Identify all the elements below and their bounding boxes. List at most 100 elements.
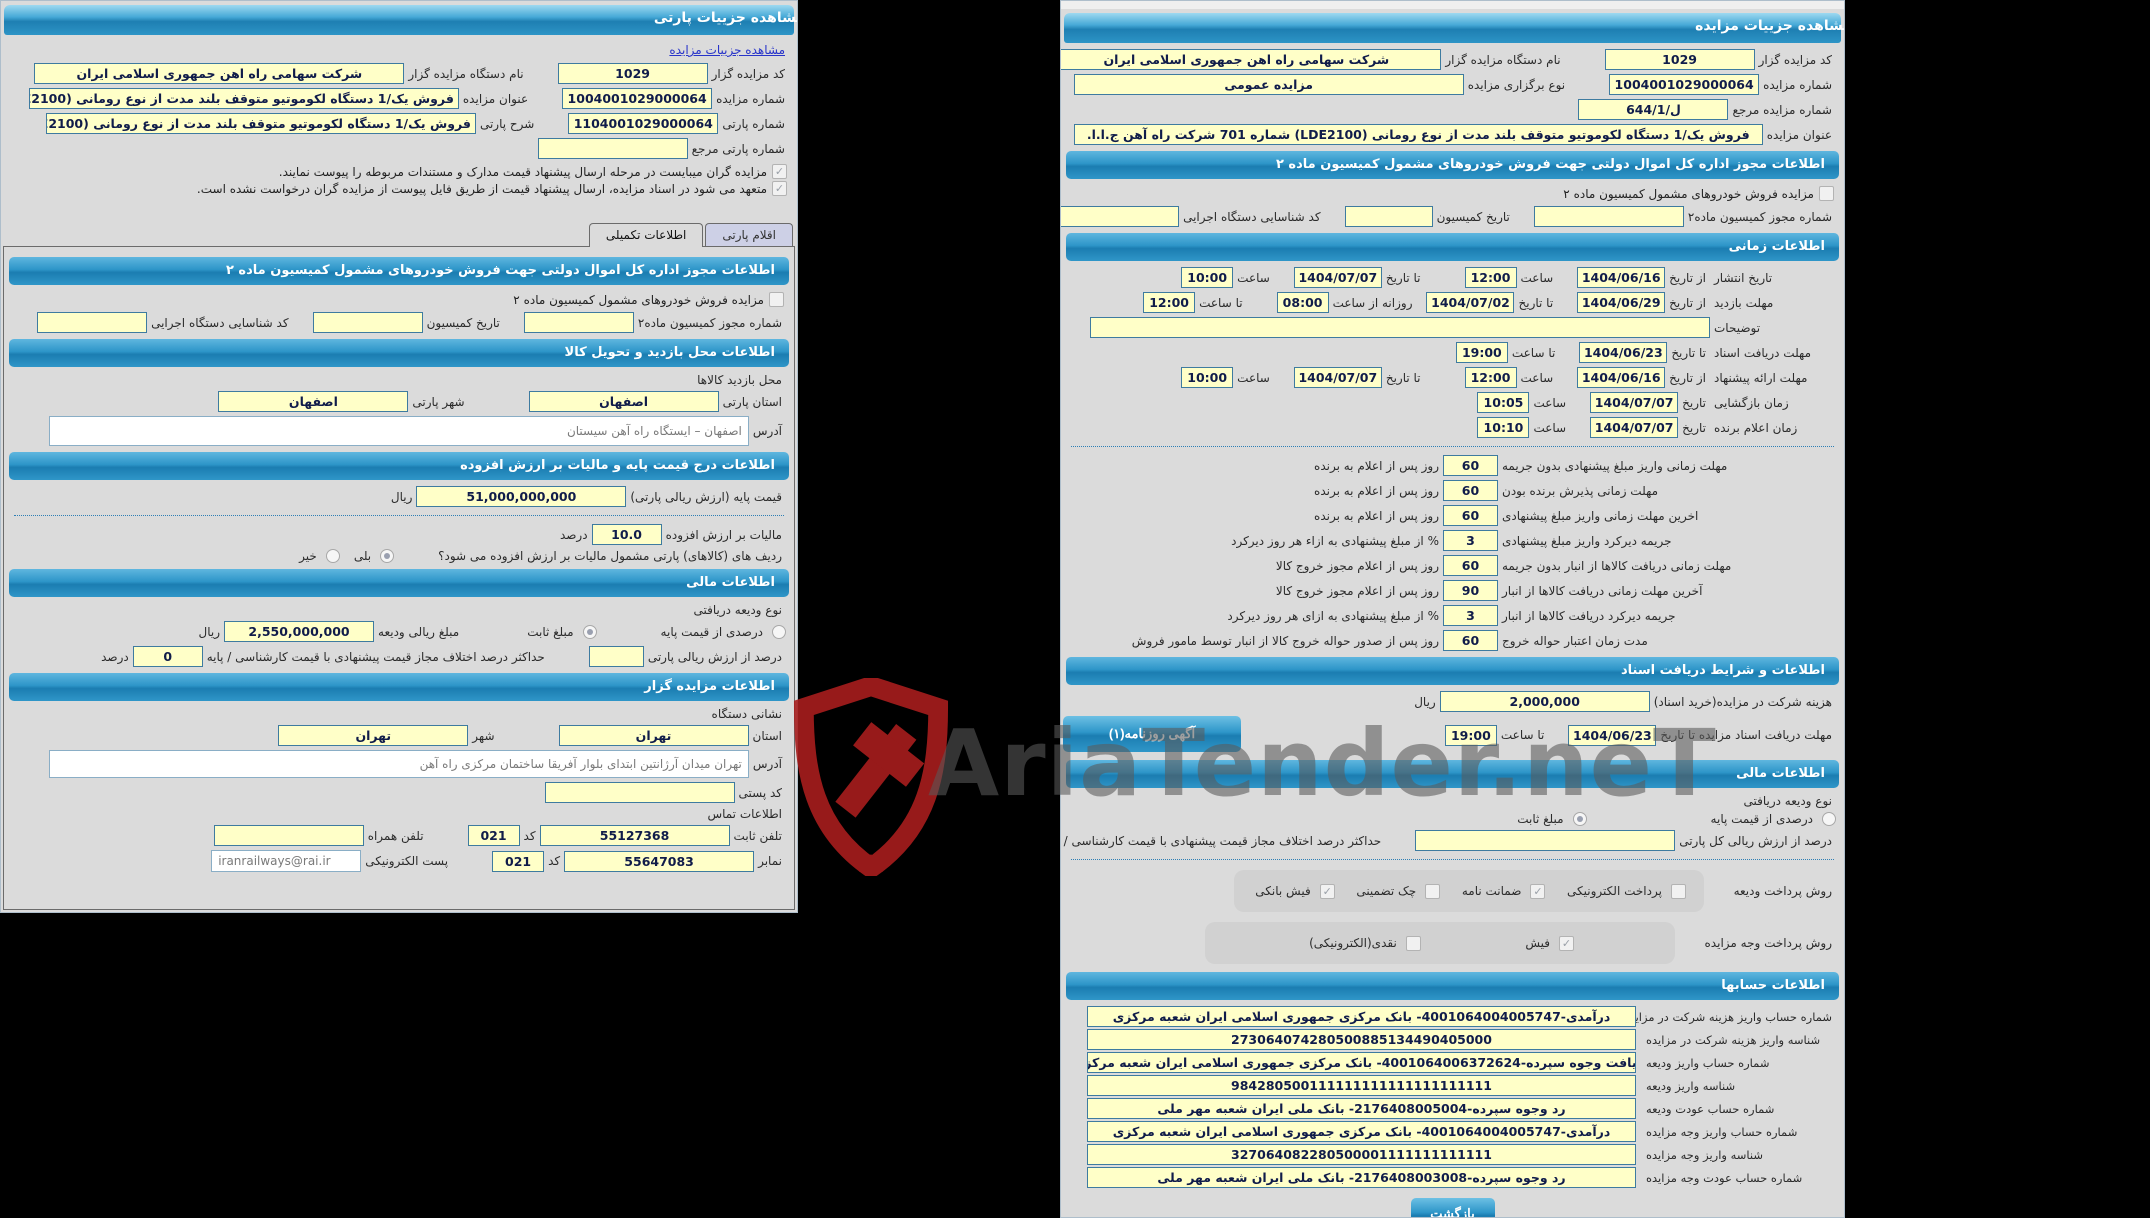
docs-to-time-field[interactable]: 19:00 <box>1455 342 1508 363</box>
ref-no-field[interactable]: ل/644/1 <box>1578 99 1729 120</box>
commission-date-field[interactable] <box>312 312 423 333</box>
bidder-code-field[interactable]: 1029 <box>1604 49 1755 70</box>
tab-additional-info[interactable]: اطلاعات تکمیلی <box>588 223 704 247</box>
electronic-payment-checkbox[interactable] <box>1670 883 1686 899</box>
account-value-field[interactable]: 273064074280500885134490405000 <box>1087 1029 1636 1050</box>
tab-party-items[interactable]: اقلام پارتی <box>705 223 793 247</box>
auction-title-field[interactable]: فروش یک/1 دستگاه لکوموتیو متوقف بلند مدت… <box>1073 124 1763 145</box>
exec-id-field[interactable] <box>37 312 148 333</box>
slip-checkbox[interactable] <box>1558 935 1574 951</box>
view-auction-details-link[interactable]: مشاهده جزییات مزایده <box>669 43 785 57</box>
deposit-fixed-radio[interactable] <box>1572 812 1587 826</box>
visit-daily-from-field[interactable]: 08:00 <box>1276 292 1329 313</box>
account-value-field[interactable]: رد وجوه سپرده-2176408005004- بانک ملی ای… <box>1087 1098 1636 1119</box>
vat-field[interactable]: 10.0 <box>591 524 662 545</box>
madeh2-checkbox[interactable] <box>769 292 784 307</box>
docs-to-field[interactable]: 1404/06/23 <box>1579 342 1668 363</box>
winner-time-field[interactable]: 10:10 <box>1477 417 1530 438</box>
auction-type-field[interactable]: مزایده عمومی <box>1073 74 1464 95</box>
exec-id-field[interactable] <box>1061 206 1180 227</box>
deadline-value-field[interactable]: 3 <box>1443 530 1498 551</box>
deadline-value-field[interactable]: 60 <box>1443 630 1498 651</box>
visit-address-field[interactable]: اصفهان – ایستگاه راه آهن سیستان <box>48 416 749 446</box>
guarantee-letter-checkbox[interactable] <box>1530 883 1546 899</box>
party-percent-field[interactable] <box>1415 830 1676 851</box>
party-no-field[interactable]: 1104001029000064 <box>568 113 719 134</box>
permit-no-field[interactable] <box>523 312 634 333</box>
publish-to-time-field[interactable]: 10:00 <box>1181 267 1234 288</box>
opening-date-field[interactable]: 1404/07/07 <box>1590 392 1679 413</box>
account-value-field[interactable]: 327064082280500001111111111111 <box>1087 1144 1636 1165</box>
auction-title-field[interactable]: فروش یک/1 دستگاه لکوموتیو متوقف بلند مدت… <box>28 88 459 109</box>
auction-no-field[interactable]: 1004001029000064 <box>1609 74 1760 95</box>
email-field[interactable]: iranrailways@rai.ir <box>211 850 362 872</box>
back-button[interactable]: بازگشت <box>1410 1198 1495 1217</box>
visit-daily-to-field[interactable]: 12:00 <box>1143 292 1196 313</box>
base-price-field[interactable]: 51,000,000,000 <box>416 486 627 507</box>
party-desc-field[interactable]: فروش یک/1 دستگاه لکوموتیو متوقف بلند مدت… <box>45 113 476 134</box>
notice1-checkbox[interactable] <box>772 164 787 179</box>
publish-from-time-field[interactable]: 12:00 <box>1464 267 1517 288</box>
max-diff-field[interactable]: 0 <box>132 646 203 667</box>
deadline-value-field[interactable]: 90 <box>1443 580 1498 601</box>
vat-yes-radio[interactable] <box>380 549 395 563</box>
offer-from-field[interactable]: 1404/06/16 <box>1577 367 1666 388</box>
madeh2-checkbox[interactable] <box>1819 186 1834 201</box>
notice2-checkbox[interactable] <box>772 181 787 196</box>
deposit-percent-radio[interactable] <box>772 624 786 639</box>
phone-code-field[interactable]: 021 <box>467 825 520 846</box>
madeh2-label: مزایده فروش خودروهای مشمول کمیسیون ماده … <box>1563 186 1814 201</box>
fax-code-field[interactable]: 021 <box>492 850 545 872</box>
fee-field[interactable]: 2,000,000 <box>1439 691 1650 712</box>
winner-date-field[interactable]: 1404/07/07 <box>1590 417 1679 438</box>
deadline-suffix: روز پس از اعلام به برنده <box>1314 508 1439 523</box>
auction-no-field[interactable]: 1004001029000064 <box>562 88 713 109</box>
deadline-value-field[interactable]: 60 <box>1443 455 1498 476</box>
account-value-field[interactable]: رد وجوه سپرده-2176408003008- بانک ملی ای… <box>1087 1167 1636 1188</box>
org-name-field[interactable]: شرکت سهامی راه اهن جمهوری اسلامی ایران <box>34 63 405 84</box>
vat-no-radio[interactable] <box>325 549 340 563</box>
mobile-field[interactable] <box>213 825 364 846</box>
guaranteed-cheque-checkbox[interactable] <box>1425 883 1441 899</box>
party-province-field[interactable]: اصفهان <box>528 391 719 412</box>
publish-to-field[interactable]: 1404/07/07 <box>1293 267 1382 288</box>
docs-until-time-field[interactable]: 19:00 <box>1444 724 1497 746</box>
opening-time-field[interactable]: 10:05 <box>1477 392 1530 413</box>
docs-until-field[interactable]: 1404/06/23 <box>1568 724 1657 746</box>
deadline-value-field[interactable]: 60 <box>1443 505 1498 526</box>
offer-to-time-field[interactable]: 10:00 <box>1181 367 1234 388</box>
party-ref-field[interactable] <box>537 138 688 159</box>
visit-from-field[interactable]: 1404/06/29 <box>1577 292 1666 313</box>
notes-field[interactable] <box>1090 317 1710 338</box>
publish-from-field[interactable]: 1404/06/16 <box>1577 267 1666 288</box>
party-city-field[interactable]: اصفهان <box>218 391 409 412</box>
account-value-field[interactable]: درآمدی-4001064004005747- بانک مرکزی جمهو… <box>1087 1006 1636 1027</box>
deadline-value-field[interactable]: 3 <box>1443 605 1498 626</box>
deposit-percent-radio[interactable] <box>1822 812 1836 826</box>
commission-date-field[interactable] <box>1344 206 1433 227</box>
offer-to-field[interactable]: 1404/07/07 <box>1293 367 1382 388</box>
phone-field[interactable]: 55127368 <box>539 825 730 846</box>
deadline-value-field[interactable]: 60 <box>1443 555 1498 576</box>
visit-to-field[interactable]: 1404/07/02 <box>1426 292 1515 313</box>
deposit-amount-field[interactable]: 2,550,000,000 <box>224 621 375 642</box>
deadline-suffix: روز پس از اعلام مجوز خروج کالا <box>1275 583 1439 598</box>
org-city-field[interactable]: تهران <box>278 725 469 746</box>
postal-code-field[interactable] <box>544 782 735 803</box>
bidder-code-field[interactable]: 1029 <box>557 63 708 84</box>
party-percent-field[interactable] <box>588 646 644 667</box>
account-value-field[interactable]: 984280500111111111111111111111 <box>1087 1075 1636 1096</box>
permit-no-field[interactable] <box>1533 206 1684 227</box>
offer-from-time-field[interactable]: 12:00 <box>1464 367 1517 388</box>
cash-electronic-checkbox[interactable] <box>1405 935 1421 951</box>
newspaper-ad-button[interactable]: آگهی روزنامه(۱) <box>1063 716 1241 752</box>
org-province-field[interactable]: تهران <box>558 725 749 746</box>
fax-field[interactable]: 55647083 <box>564 850 755 872</box>
org-address-field[interactable]: تهران میدان آرژانتین ابتدای بلوار آفریقا… <box>48 750 749 778</box>
deposit-fixed-radio[interactable] <box>582 624 597 639</box>
bank-slip-checkbox[interactable] <box>1319 883 1335 899</box>
org-name-field[interactable]: شرکت سهامی راه اهن جمهوری اسلامی ایران <box>1061 49 1442 70</box>
account-value-field[interactable]: درآمدی-4001064004005747- بانک مرکزی جمهو… <box>1087 1121 1636 1142</box>
deadline-value-field[interactable]: 60 <box>1443 480 1498 501</box>
account-value-field[interactable]: دریافت وجوه سپرده-4001064006372624- بانک… <box>1087 1052 1636 1073</box>
